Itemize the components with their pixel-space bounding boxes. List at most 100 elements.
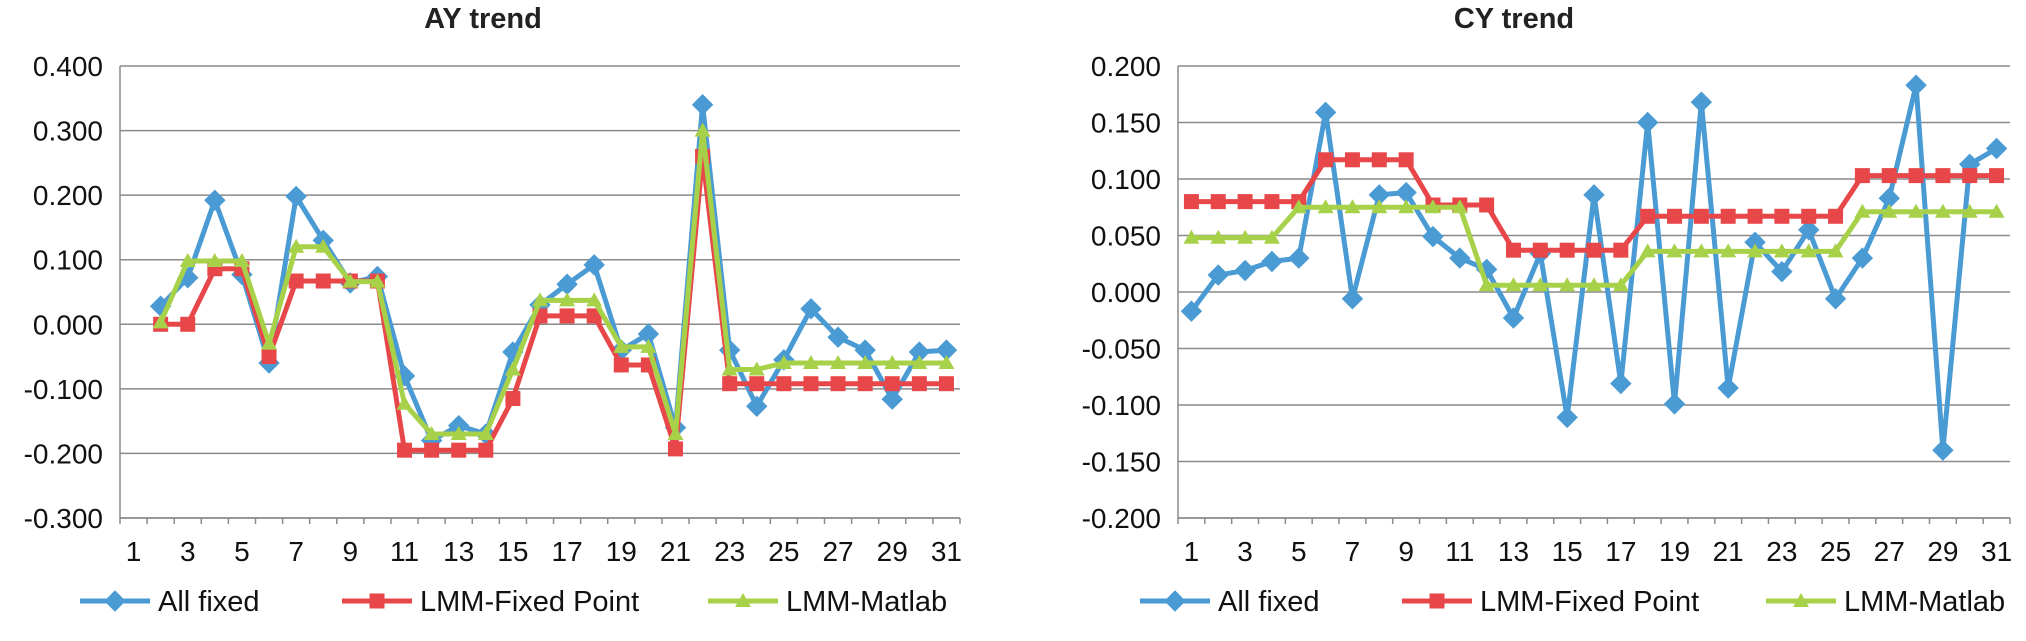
data-point [1773, 243, 1790, 258]
data-point [884, 376, 900, 392]
y-tick-label: -0.300 [24, 503, 103, 534]
data-point [1881, 203, 1898, 218]
data-point [285, 185, 307, 208]
data-point [691, 94, 714, 116]
series-lmm-matlab [1183, 199, 2005, 292]
data-point [288, 273, 304, 289]
y-tick-label: 0.400 [33, 51, 103, 82]
data-point [1478, 277, 1495, 292]
data-point [746, 395, 768, 417]
data-point [1828, 208, 1844, 224]
data-point [1771, 260, 1793, 283]
data-point [450, 426, 467, 441]
data-point [1693, 208, 1709, 224]
chart-title: AY trend [424, 3, 542, 35]
data-point [1290, 199, 1307, 214]
y-tick-label: -0.100 [1082, 390, 1161, 421]
data-point [1800, 243, 1817, 258]
data-point [1693, 243, 1710, 258]
data-point [505, 391, 521, 407]
legend-label: LMM-Matlab [1844, 586, 2005, 618]
legend-item: All fixed [80, 586, 260, 618]
data-point [830, 355, 847, 370]
data-point [288, 238, 305, 253]
data-point [1636, 111, 1659, 134]
data-point [451, 442, 467, 458]
y-tick-label: 0.100 [1091, 164, 1161, 195]
data-point [722, 376, 738, 392]
x-tick-label: 7 [1345, 536, 1361, 567]
legend-label: LMM-Matlab [786, 586, 947, 618]
data-point [1559, 242, 1575, 258]
x-tick-label: 7 [288, 536, 304, 567]
legend-item: LMM-Fixed Point [342, 586, 639, 618]
data-point [1793, 593, 1809, 607]
x-tick-label: 19 [1659, 536, 1690, 567]
x-tick-label: 31 [931, 536, 962, 567]
data-point [1639, 243, 1656, 258]
data-point [532, 292, 548, 307]
data-point [1666, 243, 1683, 258]
data-point [1532, 277, 1549, 292]
data-point [180, 316, 196, 332]
series-line [158, 102, 947, 444]
data-point [179, 253, 196, 268]
legend-item: All fixed [1140, 586, 1320, 618]
data-point [1663, 393, 1686, 415]
data-point [315, 238, 332, 253]
x-tick-label: 11 [1445, 536, 1474, 567]
data-point [1989, 168, 2005, 184]
y-tick-label: 0.000 [1091, 277, 1161, 308]
x-tick-label: 5 [234, 536, 250, 567]
data-point [694, 122, 711, 137]
data-point [1318, 152, 1334, 168]
chart-title: CY trend [1454, 3, 1574, 35]
data-point [667, 426, 684, 441]
data-point [1985, 137, 2008, 160]
data-point [1667, 208, 1683, 224]
data-point [1798, 219, 1820, 241]
gridlines [1178, 65, 2010, 519]
data-point [104, 590, 126, 612]
legend-label: All fixed [158, 586, 260, 618]
data-point [397, 442, 413, 458]
data-point [478, 442, 494, 458]
x-tick-label: 23 [714, 536, 745, 567]
data-point [1881, 168, 1897, 184]
data-point [1288, 247, 1310, 269]
data-point [1422, 225, 1444, 248]
data-point [1264, 194, 1280, 210]
data-point [559, 292, 576, 307]
y-tick-label: -0.100 [24, 374, 103, 405]
data-point [1183, 229, 1200, 244]
data-point [583, 254, 605, 276]
data-point [1180, 300, 1203, 322]
data-point [803, 376, 819, 392]
data-point [830, 376, 846, 392]
data-point [1720, 208, 1736, 224]
data-point [477, 426, 494, 441]
x-tick-label: 15 [497, 536, 528, 567]
data-point [1317, 199, 1334, 214]
legend-item: LMM-Matlab [708, 586, 947, 618]
data-point [775, 355, 792, 370]
y-tick-label: -0.200 [1082, 503, 1161, 534]
x-tick-label: 31 [1981, 536, 2012, 567]
data-point [1747, 243, 1764, 258]
x-tick-label: 27 [1874, 536, 1905, 567]
x-tick-label: 3 [1237, 536, 1253, 567]
data-point [1610, 372, 1632, 395]
data-point [1854, 168, 1870, 184]
data-point [369, 593, 385, 609]
data-point [1344, 152, 1360, 168]
x-tick-label: 29 [1927, 536, 1958, 567]
y-tick-label: 0.200 [1091, 51, 1161, 82]
data-point [640, 338, 657, 353]
y-tick-label: 0.000 [33, 309, 103, 340]
data-point [1962, 168, 1978, 184]
x-tick-label: 25 [1820, 536, 1851, 567]
data-point [613, 357, 629, 373]
y-tick-label: 0.300 [33, 116, 103, 147]
x-tick-label: 19 [606, 536, 637, 567]
